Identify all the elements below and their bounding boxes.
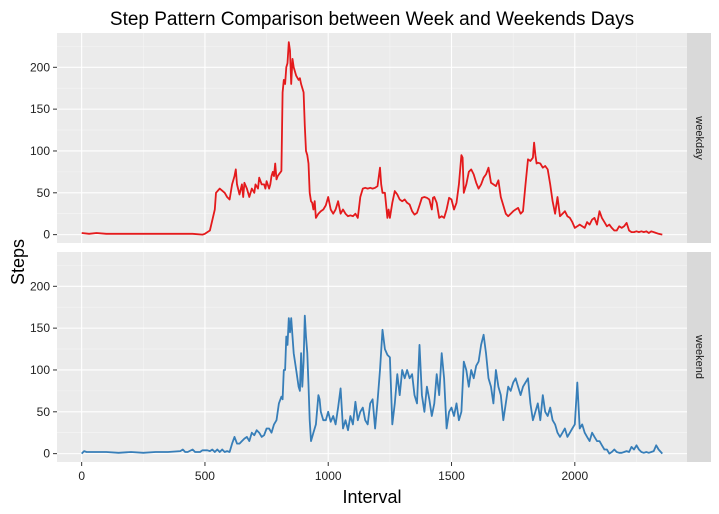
series-line-weekend (81, 314, 663, 455)
x-tick-label: 2000 (561, 469, 588, 483)
x-tick-label: 500 (195, 469, 215, 483)
y-tick-label: 200 (30, 279, 50, 293)
chart-title: Step Pattern Comparison between Week and… (110, 9, 634, 30)
facet-strip-label: weekend (693, 334, 705, 379)
y-tick-label: 100 (30, 363, 50, 377)
y-tick-label: 200 (30, 60, 50, 74)
y-tick-label: 50 (37, 405, 51, 419)
x-tick-label: 1000 (315, 469, 342, 483)
y-axis-title: Steps (8, 239, 28, 285)
facet-panel-weekday: 0 50 100 150 200 weekday (30, 33, 711, 243)
facet-panels: 0 50 100 150 200 weekday 0 50 100 150 200 weekend (30, 33, 711, 462)
y-tick-label: 50 (37, 186, 51, 200)
panel-background (57, 33, 687, 243)
y-tick-label: 100 (30, 144, 50, 158)
panel-background (57, 252, 687, 462)
facet-strip (687, 252, 711, 462)
x-tick-label: 1500 (438, 469, 465, 483)
facet-strip-label: weekday (693, 115, 705, 160)
y-tick-label: 0 (43, 447, 50, 461)
x-tick-label: 0 (78, 469, 85, 483)
facet-panel-weekend: 0 50 100 150 200 weekend (30, 252, 711, 462)
facet-strip (687, 33, 711, 243)
x-axis-ticks: 0 500 1000 1500 2000 (78, 462, 588, 483)
x-axis-title: Interval (342, 487, 401, 507)
series-line-weekday (81, 41, 663, 236)
y-tick-label: 150 (30, 321, 50, 335)
y-tick-label: 150 (30, 102, 50, 116)
y-tick-label: 0 (43, 228, 50, 242)
